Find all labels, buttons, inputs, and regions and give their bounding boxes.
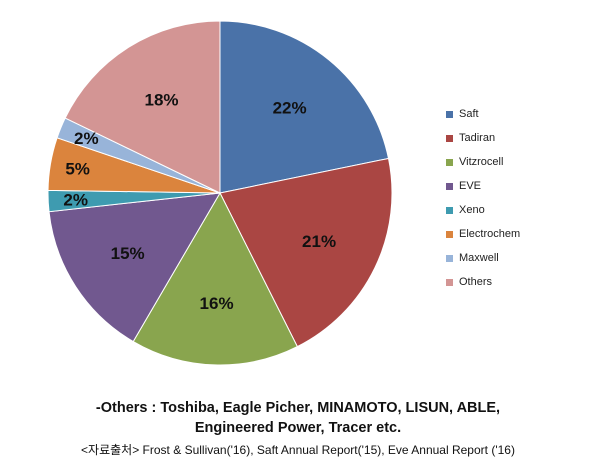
legend-swatch <box>446 206 453 214</box>
legend-label: Maxwell <box>459 252 499 264</box>
legend-label: Xeno <box>459 204 485 216</box>
legend-label: Vitzrocell <box>459 156 504 168</box>
data-label-xeno: 2% <box>63 191 88 210</box>
legend-item-vitzrocell: Vitzrocell <box>446 150 520 174</box>
chart-legend: Saft Tadiran Vitzrocell EVE Xeno Electrochem M… <box>446 102 520 294</box>
data-label-maxwell: 2% <box>74 129 99 148</box>
legend-item-saft: Saft <box>446 102 520 126</box>
legend-swatch <box>446 182 453 190</box>
data-label-saft: 22% <box>273 99 307 118</box>
legend-item-eve: EVE <box>446 174 520 198</box>
pie-slice-tadiran <box>219 157 393 348</box>
legend-item-others: Others <box>446 270 520 294</box>
pie-slice-vitzrocell <box>132 191 299 366</box>
data-label-electrochem: 5% <box>65 159 90 178</box>
legend-swatch <box>446 158 453 166</box>
legend-swatch <box>446 110 453 118</box>
legend-label: Tadiran <box>459 132 496 144</box>
legend-swatch <box>446 254 453 262</box>
pie-slice-saft <box>219 20 390 194</box>
others-note-line1: -Others : Toshiba, Eagle Picher, MINAMOT… <box>95 400 501 416</box>
source-note: <자료출처> Frost & Sullivan('16), Saft Annua… <box>81 443 515 457</box>
pie-chart: 22% 21% 16% 15% 2% 5% 2% 18% <box>47 20 393 366</box>
legend-swatch <box>446 278 453 286</box>
others-note-line2: Engineered Power, Tracer etc. <box>194 420 402 436</box>
legend-item-electrochem: Electrochem <box>446 222 520 246</box>
legend-swatch <box>446 134 453 142</box>
legend-label: Saft <box>459 108 479 120</box>
legend-label: EVE <box>459 180 482 192</box>
data-label-vitzrocell: 16% <box>200 294 234 313</box>
legend-label: Others <box>459 276 493 288</box>
legend-swatch <box>446 230 453 238</box>
data-label-others: 18% <box>145 91 179 110</box>
legend-item-maxwell: Maxwell <box>446 246 520 270</box>
pie-slice-eve <box>48 192 221 343</box>
data-label-eve: 15% <box>111 244 145 263</box>
data-label-tadiran: 21% <box>302 232 336 251</box>
others-note: -Others : Toshiba, Eagle Picher, MINAMOT… <box>0 398 596 438</box>
legend-item-tadiran: Tadiran <box>446 126 520 150</box>
pie-slice-others <box>64 20 221 194</box>
legend-item-xeno: Xeno <box>446 198 520 222</box>
legend-label: Electrochem <box>459 228 521 240</box>
